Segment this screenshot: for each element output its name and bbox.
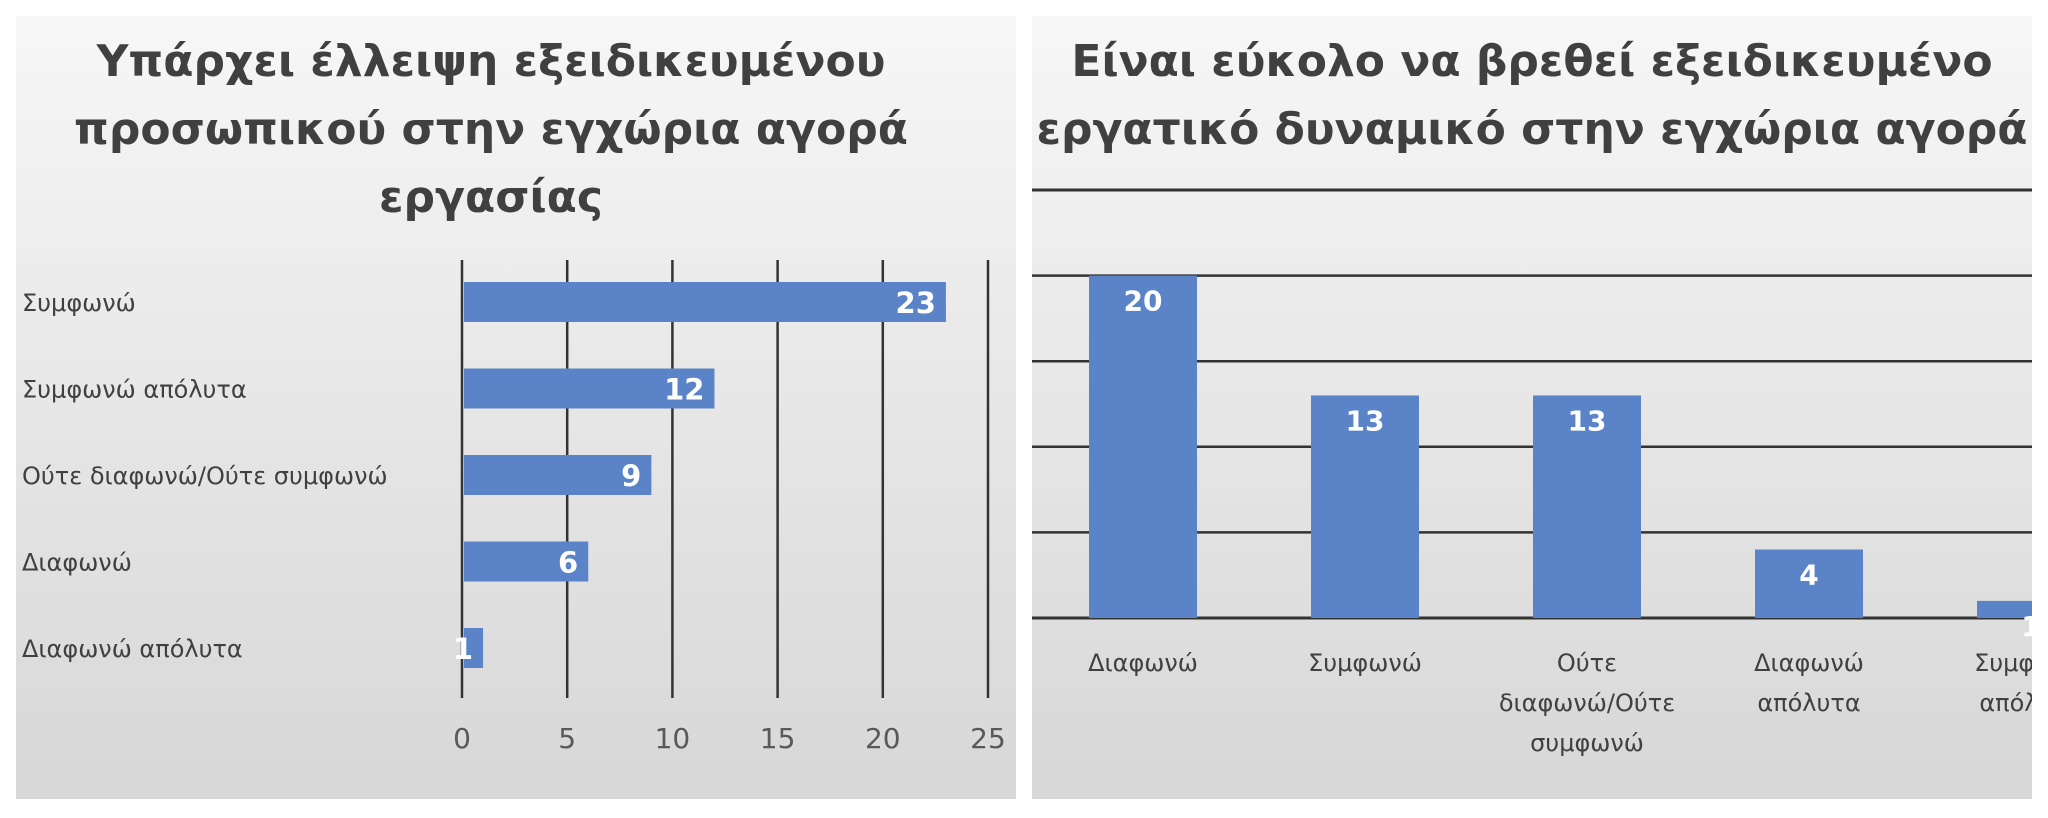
- tick-label: 5: [558, 722, 576, 755]
- chart-panel-left: Υπάρχει έλλειψη εξειδικευμένου προσωπικο…: [16, 16, 1016, 799]
- category-label: συμφωνώ: [1530, 729, 1644, 757]
- data-label: 13: [1568, 404, 1607, 437]
- category-label: Συμφωνώ: [22, 289, 136, 317]
- bar-chart-horizontal: 0 5 10 15 20 25 Συμφωνώ 23 Συμφωνώ απόλυτα 12 Ούτε…: [22, 260, 1006, 755]
- category-label: διαφωνώ/Ούτε: [1499, 689, 1675, 717]
- data-label: 9: [621, 459, 641, 493]
- category-label: απόλυτα: [1757, 689, 1860, 717]
- bar: [464, 282, 946, 322]
- data-label: 1: [453, 632, 473, 666]
- category-label: Ούτε: [1557, 649, 1617, 677]
- tick-label: 0: [453, 722, 471, 755]
- tick-label: 10: [655, 722, 691, 755]
- bar: [1755, 549, 1863, 618]
- chart-title: Είναι εύκολο να βρεθεί εξειδικευμένο εργ…: [1036, 36, 2028, 155]
- bar: [464, 628, 484, 668]
- bar: [1533, 395, 1641, 618]
- category-label: απόλυτα: [1979, 689, 2032, 717]
- data-label: 1: [2021, 610, 2032, 643]
- category-label: Συμφωνώ: [1308, 649, 1422, 677]
- bar-chart-vertical: 20 Διαφωνώ 13 Συμφωνώ 13 Ούτε διαφωνώ/Ούτε συμφ…: [1032, 188, 2032, 757]
- bar: [464, 541, 589, 582]
- category-label: Διαφωνώ: [22, 549, 132, 577]
- data-label: 13: [1346, 404, 1385, 437]
- category-label: Συμφωνώ απόλυτα: [22, 376, 247, 404]
- data-label: 20: [1124, 285, 1163, 318]
- data-label: 6: [558, 546, 578, 580]
- data-label: 12: [664, 373, 704, 407]
- category-label: Ούτε διαφωνώ/Ούτε συμφωνώ: [22, 462, 388, 490]
- tick-label: 15: [760, 722, 796, 755]
- category-label: Διαφωνώ: [1088, 649, 1198, 677]
- data-label: 23: [896, 286, 936, 320]
- tick-label: 20: [865, 722, 901, 755]
- data-label: 4: [1799, 559, 1818, 592]
- category-label: Διαφωνώ: [1754, 649, 1864, 677]
- chart-panel-right: Είναι εύκολο να βρεθεί εξειδικευμένο εργ…: [1032, 16, 2032, 799]
- bar: [1977, 600, 2032, 618]
- bar: [464, 455, 652, 495]
- bar: [464, 368, 715, 409]
- category-label: Συμφωνώ: [1974, 649, 2032, 677]
- tick-label: 25: [970, 722, 1006, 755]
- chart-title: Υπάρχει έλλειψη εξειδικευμένου προσωπικο…: [74, 36, 908, 223]
- bar: [1311, 395, 1419, 618]
- category-label: Διαφωνώ απόλυτα: [22, 635, 243, 663]
- bar: [1089, 275, 1197, 618]
